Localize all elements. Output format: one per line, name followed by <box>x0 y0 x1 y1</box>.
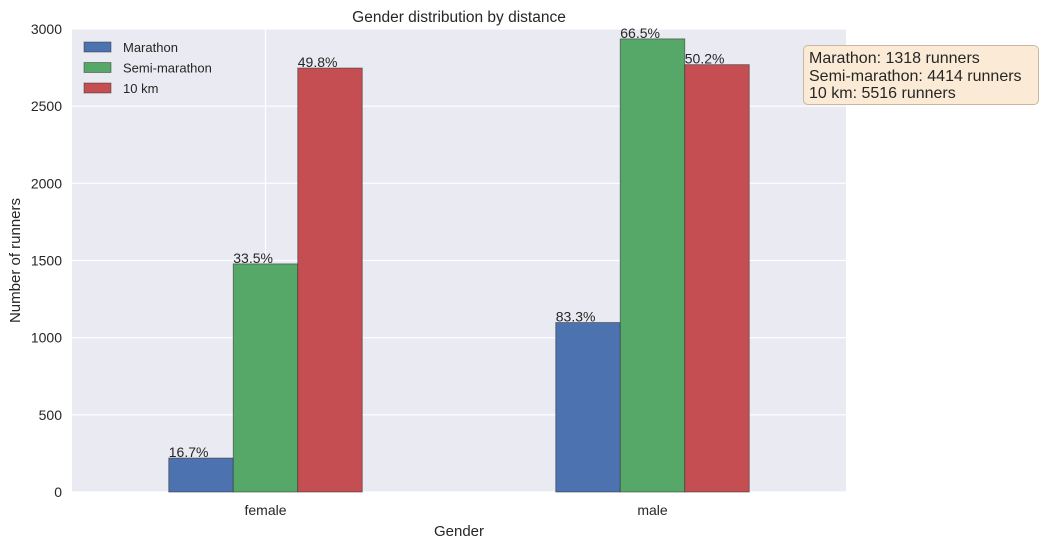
legend-swatch <box>83 41 112 53</box>
bar-value-label: 50.2% <box>685 51 725 67</box>
bar <box>619 38 686 493</box>
bar <box>684 64 750 493</box>
x-axis-ticks: female male <box>244 502 667 518</box>
bar <box>168 457 234 493</box>
x-tick-label: male <box>637 502 668 518</box>
bar <box>297 67 363 493</box>
legend: Marathon Semi-marathon 10 km <box>83 40 212 96</box>
y-tick-label: 500 <box>39 407 63 423</box>
y-axis-ticks: 0 500 1000 1500 2000 2500 3000 <box>31 21 62 500</box>
y-tick-label: 1000 <box>31 330 62 346</box>
legend-swatch <box>83 82 112 94</box>
x-tick-label: female <box>244 502 286 518</box>
bar-value-label: 66.5% <box>620 25 660 41</box>
y-tick-label: 2000 <box>31 175 62 191</box>
bar-value-label: 83.3% <box>556 309 596 325</box>
y-tick-label: 0 <box>54 484 62 500</box>
runner-count-annotation: Marathon: 1318 runners Semi-marathon: 44… <box>803 45 1039 105</box>
legend-label: 10 km <box>123 81 158 96</box>
y-tick-label: 3000 <box>31 21 62 37</box>
bar-value-label: 16.7% <box>169 444 209 460</box>
x-axis-label: Gender <box>434 523 484 540</box>
bar <box>232 263 299 493</box>
legend-swatch <box>83 62 112 73</box>
y-tick-label: 2500 <box>31 98 62 114</box>
bar-labels: 16.7% 33.5% 49.8% 83.3% 66.5% 50.2% <box>169 25 725 460</box>
legend-label: Marathon <box>123 40 178 55</box>
bar-value-label: 33.5% <box>233 250 273 266</box>
chart-title: Gender distribution by distance <box>352 9 566 26</box>
bars <box>168 38 750 493</box>
annotation-line-marathon: Marathon: 1318 runners <box>809 50 980 67</box>
annotation-line-semi-marathon: Semi-marathon: 4414 runners <box>809 67 1022 85</box>
legend-label: Semi-marathon <box>123 61 212 76</box>
annotation-line-10km: 10 km: 5516 runners <box>809 85 956 102</box>
bar <box>555 322 621 493</box>
y-tick-label: 1500 <box>31 253 62 269</box>
y-axis-label: Number of runners <box>7 198 24 323</box>
bar-value-label: 49.8% <box>298 54 338 70</box>
